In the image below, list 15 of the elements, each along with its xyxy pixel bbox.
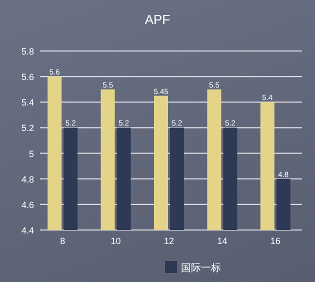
xtick: 12	[164, 236, 174, 246]
title: APF	[144, 12, 170, 27]
ytick: 5.6	[21, 72, 34, 82]
xtick: 10	[110, 236, 121, 246]
xtick: 14	[217, 236, 228, 246]
ytick: 5.2	[21, 123, 34, 134]
ytick: 4.8	[21, 174, 34, 184]
ytick: 5.8	[21, 46, 34, 56]
ytick: 5.4	[21, 98, 34, 108]
xtick: 8	[60, 236, 66, 246]
ytick: 5	[28, 148, 34, 159]
legend: 国际一标	[181, 263, 221, 274]
xtick: 16	[270, 236, 280, 246]
ytick: 4.6	[21, 200, 34, 210]
ytick: 4.4	[21, 226, 34, 236]
